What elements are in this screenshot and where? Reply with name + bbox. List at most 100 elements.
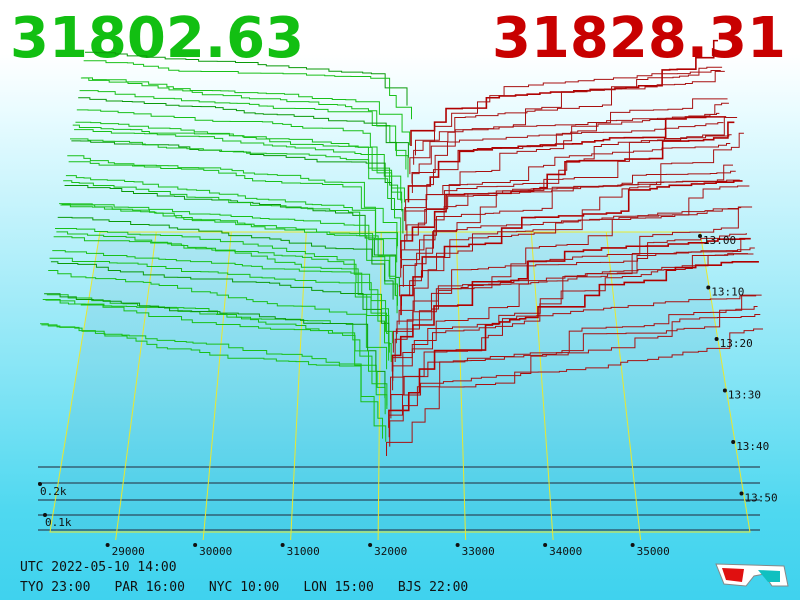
time-tick xyxy=(739,491,744,496)
ask-depth-line xyxy=(392,206,753,381)
price-label: 30000 xyxy=(199,545,232,558)
bid-depth-line xyxy=(60,204,398,314)
price-tick xyxy=(543,543,548,547)
bid-depth-line xyxy=(49,257,390,361)
ask-depth-line xyxy=(400,117,738,278)
price-label: 29000 xyxy=(112,545,145,558)
ask-depth-line xyxy=(405,142,731,231)
zone-time: TYO 23:00 xyxy=(20,580,91,595)
time-tick xyxy=(706,285,711,290)
bid-depth-line xyxy=(67,155,399,247)
ask-depth-line xyxy=(388,314,761,438)
bid-depth-line xyxy=(79,90,409,178)
bid-depth-line xyxy=(59,203,396,296)
price-tick xyxy=(455,543,460,547)
bid-depth-line xyxy=(63,180,397,278)
glasses-cyan-lens xyxy=(758,570,780,582)
ask-depth-line xyxy=(398,132,744,325)
time-label: 13:30 xyxy=(728,389,761,402)
bid-depth-line xyxy=(64,184,400,287)
bid-depth-line xyxy=(44,293,386,399)
ask-depth-line xyxy=(405,98,728,212)
price-tick xyxy=(368,543,373,547)
price-label: 31000 xyxy=(287,545,320,558)
ask-depth-line xyxy=(400,207,742,306)
time-label: 13:10 xyxy=(711,286,744,299)
ask-depth-line xyxy=(388,261,759,428)
price-grid-line xyxy=(377,231,382,541)
time-label: 13:00 xyxy=(703,234,736,247)
bid-depth-line xyxy=(80,77,407,170)
bid-depth-line xyxy=(57,216,394,300)
depth-label: 0.2k xyxy=(40,485,67,498)
ask-depth-line xyxy=(399,179,740,297)
utc-time: UTC 2022-05-10 14:00 xyxy=(20,560,177,575)
price-grid-line xyxy=(455,231,467,541)
ask-depth-line xyxy=(389,294,762,447)
bid-depth-line xyxy=(55,227,390,353)
time-label: 13:40 xyxy=(736,440,769,453)
zone-time: PAR 16:00 xyxy=(114,580,185,595)
bid-depth-line xyxy=(75,121,403,204)
price-grid-line xyxy=(115,231,157,541)
ask-price: 31828.31 xyxy=(491,6,786,71)
bid-depth-line xyxy=(85,51,408,106)
zone-times: TYO 23:00 PAR 16:00 NYC 10:00 LON 15:00 BJS … xyxy=(20,580,492,595)
ask-depth-line xyxy=(400,121,735,259)
bid-depth-line xyxy=(61,203,398,306)
ask-depth-line xyxy=(394,185,750,363)
bid-depth-line xyxy=(74,129,402,201)
price-tick xyxy=(193,543,198,547)
zone-time: LON 15:00 xyxy=(303,580,374,595)
ask-depth-line xyxy=(407,116,727,203)
floor-outline xyxy=(49,231,751,533)
depth-tick xyxy=(38,482,42,486)
price-grid-line xyxy=(290,231,307,541)
glasses-red-lens xyxy=(722,568,744,582)
bid-depth-line xyxy=(53,236,392,363)
ask-depth-line xyxy=(409,66,723,175)
bid-depth-line xyxy=(65,175,398,263)
ask-depth-line xyxy=(392,253,754,391)
price-tick xyxy=(280,543,285,547)
ask-depth-line xyxy=(390,305,758,419)
ask-depth-line xyxy=(390,247,755,400)
bid-price: 31802.63 xyxy=(10,6,305,71)
bid-depth-line xyxy=(83,60,412,120)
price-label: 34000 xyxy=(549,545,582,558)
zone-time: NYC 10:00 xyxy=(208,580,280,595)
ask-depth-line xyxy=(411,70,725,193)
ask-depth-line xyxy=(400,180,743,316)
time-tick xyxy=(722,388,727,393)
bid-depth-line xyxy=(42,298,386,415)
bid-depth-line xyxy=(78,97,409,158)
time-label: 13:20 xyxy=(720,337,753,350)
bid-depth-line xyxy=(52,250,390,324)
price-grid-line xyxy=(605,231,642,541)
3d-glasses-icon xyxy=(715,563,789,587)
bid-depth-line xyxy=(68,161,398,249)
ask-depth-line xyxy=(404,102,729,222)
price-grid-line xyxy=(530,231,554,541)
ask-depth-line xyxy=(386,328,763,456)
depth-tick xyxy=(43,513,47,517)
price-label: 32000 xyxy=(374,545,407,558)
depth-curves xyxy=(40,39,763,456)
time-tick xyxy=(731,440,736,444)
price-tick xyxy=(105,543,110,547)
ask-depth-line xyxy=(406,134,732,240)
bid-depth-line xyxy=(72,124,403,212)
bid-depth-line xyxy=(40,323,384,439)
depth-label: 0.1k xyxy=(45,516,72,529)
ask-depth-line xyxy=(395,233,747,344)
price-tick xyxy=(630,543,635,547)
bid-depth-line xyxy=(70,138,402,246)
time-tick xyxy=(698,234,702,238)
bid-depth-line xyxy=(82,77,411,146)
ask-depth-line xyxy=(401,170,736,269)
zone-time: BJS 22:00 xyxy=(397,580,469,595)
time-tick xyxy=(714,337,719,341)
ask-depth-line xyxy=(392,253,748,353)
